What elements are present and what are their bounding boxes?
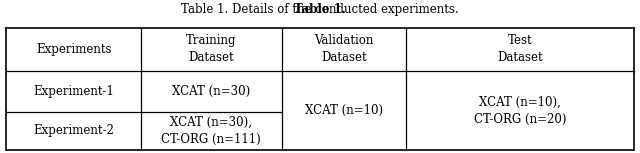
Text: Experiment-2: Experiment-2: [33, 124, 114, 137]
Text: XCAT (n=30): XCAT (n=30): [172, 85, 250, 98]
Text: Experiment-1: Experiment-1: [33, 85, 114, 98]
Text: Test
Dataset: Test Dataset: [497, 34, 543, 64]
Text: Validation
Dataset: Validation Dataset: [314, 34, 374, 64]
Text: Training
Dataset: Training Dataset: [186, 34, 236, 64]
Text: Table 1. Details of the conducted experiments.: Table 1. Details of the conducted experi…: [181, 3, 459, 16]
Text: Table 1. Details of the conducted experiments.: Table 1. Details of the conducted experi…: [181, 3, 459, 16]
Text: Table 1.: Table 1.: [294, 3, 346, 16]
Text: XCAT (n=10): XCAT (n=10): [305, 104, 383, 117]
Text: XCAT (n=10),
CT-ORG (n=20): XCAT (n=10), CT-ORG (n=20): [474, 95, 566, 126]
Text: Experiments: Experiments: [36, 43, 111, 56]
Text: XCAT (n=30),
CT-ORG (n=111): XCAT (n=30), CT-ORG (n=111): [161, 116, 261, 146]
